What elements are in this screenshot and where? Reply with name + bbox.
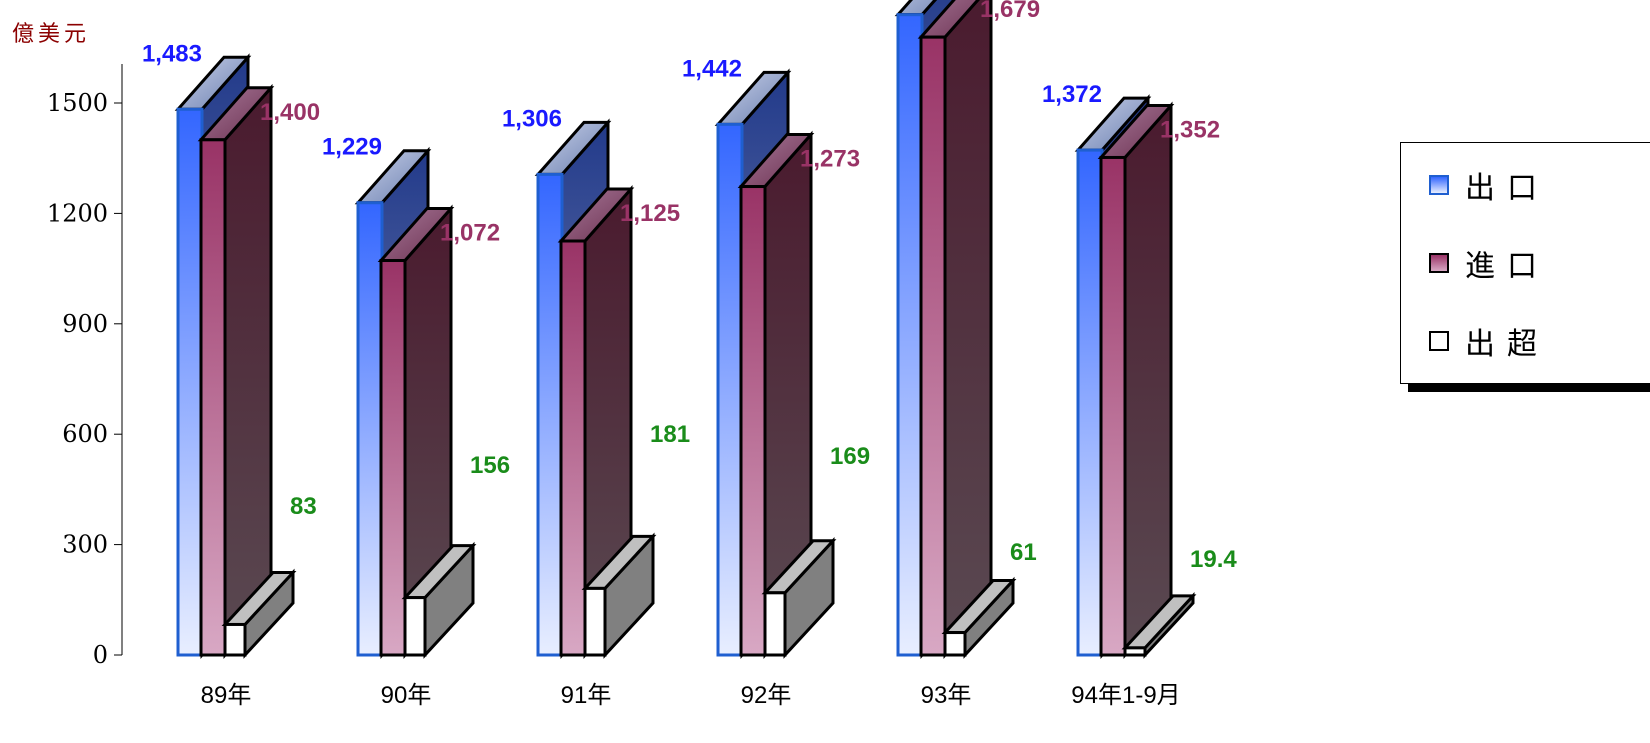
bar-export-front [896,13,924,657]
legend-swatch-surplus [1429,331,1449,351]
legend-item-export: 出口 [1429,165,1549,206]
bar-surplus [1121,592,1197,659]
bar-surplus-front [223,622,247,657]
data-label-surplus: 181 [650,421,690,448]
x-tick-label: 94年1-9月 [1071,682,1180,709]
legend-label-import: 進口 [1465,249,1549,284]
data-label-export: 1,229 [322,134,382,161]
data-label-surplus: 61 [1010,539,1037,566]
bar-import-front [559,239,587,657]
data-label-export: 1,442 [682,55,742,82]
legend-swatch-export [1429,175,1449,195]
bar-group [894,0,1017,659]
bar-surplus-front [1123,646,1147,657]
data-label-surplus: 169 [830,443,870,470]
data-label-export: 1,483 [142,40,202,67]
legend-label-export: 出口 [1465,171,1549,206]
bar-group [534,118,657,659]
bar-import [377,204,455,659]
bar-import-side [223,83,273,659]
y-tick-label: 600 [62,420,108,448]
bar-import [557,185,635,659]
bar-import-front [199,138,227,657]
bar-import [737,130,815,659]
bar-surplus-front [763,591,787,657]
bar-surplus [221,568,297,659]
data-label-export: 1,372 [1042,81,1102,108]
legend-item-import: 進口 [1429,243,1549,284]
bar-import-side [1123,101,1173,659]
bar-export-front [716,122,744,657]
x-tick-label: 93年 [921,682,972,709]
bar-export-front [356,201,384,657]
legend-item-surplus: 出超 [1429,321,1549,362]
x-tick-label: 90年 [381,682,432,709]
data-label-import: 1,352 [1160,116,1220,143]
data-label-export: 1,306 [502,105,562,132]
legend: 出口 進口 出超 [1400,142,1650,384]
x-tick-label: 91年 [561,682,612,709]
bar-import-front [1099,155,1127,657]
bar-import-front [379,259,407,657]
bar-group [714,68,837,659]
bar-surplus-front [583,586,607,657]
x-tick-label: 89年 [201,682,252,709]
data-label-surplus: 156 [470,452,510,479]
y-tick-label: 300 [62,531,108,559]
data-label-surplus: 83 [290,493,317,520]
legend-swatch-import [1429,253,1449,273]
data-label-surplus: 19.4 [1190,546,1237,573]
bar-export-front [536,172,564,657]
y-tick-label: 900 [62,310,108,338]
data-label-import: 1,400 [260,99,320,126]
legend-label-surplus: 出超 [1465,327,1549,362]
bar-group [1074,94,1197,659]
bar-import-front [919,35,947,657]
bar-import-front [739,185,767,657]
bar-surplus-front [403,596,427,657]
unit-label: 億美元 [12,22,91,47]
bar-import-side [943,0,993,659]
bar-group [354,146,477,659]
data-label-import: 1,125 [620,200,680,227]
x-tick-label: 92年 [741,682,792,709]
bar-surplus [761,536,837,659]
bar-import [197,83,275,659]
data-label-import: 1,273 [800,146,860,173]
bar-surplus [941,576,1017,659]
bar-import [1097,101,1175,659]
bar-group [174,53,297,659]
data-label-import: 1,679 [980,0,1040,23]
bar-export-front [1076,148,1104,657]
bar-surplus [401,541,477,659]
bar-surplus-front [943,631,967,657]
y-tick-label: 0 [93,641,108,669]
data-label-import: 1,072 [440,220,500,247]
bar-import [917,0,993,659]
bar-export-front [176,107,204,657]
y-tick-label: 1200 [47,199,108,227]
bar-surplus [581,532,657,659]
y-tick-label: 1500 [47,89,108,117]
